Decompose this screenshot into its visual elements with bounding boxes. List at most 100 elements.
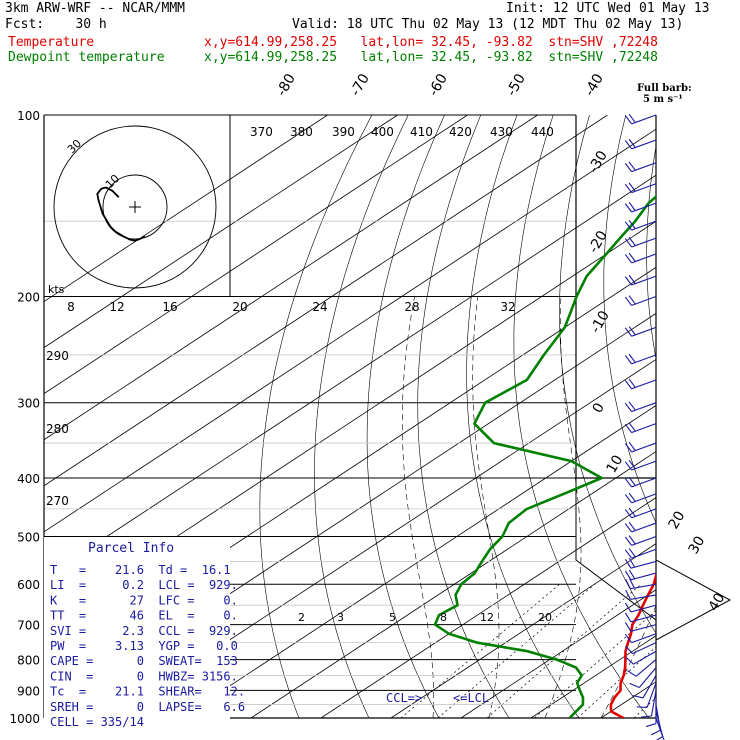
barb-flag — [628, 113, 636, 123]
wind-barb — [625, 578, 657, 590]
theta-left-label: 280 — [46, 422, 69, 436]
dry-adiabat — [688, 115, 740, 718]
barb-flag — [624, 380, 633, 390]
barb-flag — [628, 295, 636, 305]
barb-staff — [631, 253, 657, 264]
wind-barb — [624, 602, 657, 613]
mixing-ratio-label: 20 — [538, 611, 552, 624]
isotherm-line — [44, 174, 656, 579]
isotherm-label: -60 — [426, 71, 451, 99]
mixing-ratio-label: 2 — [298, 611, 305, 624]
isotherm-line — [44, 115, 608, 487]
isotherm-line — [530, 635, 656, 718]
isotherm-label: -10 — [588, 308, 613, 336]
barb-flag — [625, 579, 631, 589]
isotherm-label: -70 — [348, 71, 373, 99]
isotherm-label: 10 — [604, 453, 627, 476]
barb-flag — [624, 203, 633, 213]
wind-barb — [624, 422, 657, 434]
barb-staff — [631, 522, 657, 533]
barb-flag — [628, 274, 636, 284]
valid-time: Valid: 18 UTC Thu 02 May 13 (12 MDT Thu … — [292, 17, 684, 32]
barb-staff — [642, 675, 657, 699]
barb-flag — [627, 670, 637, 677]
barb-flag — [624, 140, 633, 150]
barb-flag — [624, 461, 633, 471]
isotherm-line — [320, 497, 656, 718]
pressure-tick-label: 200 — [17, 291, 40, 305]
barb-flag — [628, 353, 636, 363]
barb-staff — [630, 583, 657, 590]
wind-barb — [624, 113, 657, 125]
barb-flag — [624, 523, 633, 533]
pressure-tick-label: 400 — [17, 472, 40, 486]
wind-barb — [625, 642, 657, 655]
isotherm-line — [600, 681, 656, 718]
barb-staff — [631, 460, 657, 471]
pressure-tick-label: 800 — [17, 654, 40, 668]
speed-tick-label: 12 — [109, 300, 124, 314]
isotherm-label: -80 — [274, 71, 299, 99]
lower-frame-inner — [575, 478, 657, 621]
theta-label: 370 — [250, 125, 273, 139]
wind-barb — [629, 667, 657, 689]
isotherm-label: 20 — [666, 509, 689, 532]
wind-barb — [624, 459, 657, 471]
barb-flag — [628, 507, 636, 517]
barb-flag — [624, 622, 632, 632]
moist-adiabat — [472, 296, 500, 718]
barb-staff — [631, 296, 657, 306]
dry-adiabat — [259, 115, 373, 718]
wind-barb — [624, 441, 657, 453]
isotherm-line — [390, 543, 656, 718]
barb-staff — [655, 704, 662, 731]
isotherm-line — [44, 115, 328, 303]
mixing-ratio-line — [633, 697, 656, 718]
barb-flag — [624, 402, 633, 412]
moist-adiabat — [713, 297, 740, 719]
theta-label: 440 — [531, 125, 554, 139]
theta-label: 390 — [332, 125, 355, 139]
moist-adiabat — [544, 296, 582, 718]
parcel-info-row: T = 21.6 Td = 16.1 — [50, 563, 231, 577]
barb-staff — [631, 202, 657, 213]
barb-flag — [624, 162, 633, 172]
theta-label: 400 — [371, 125, 394, 139]
barb-staff — [631, 477, 657, 488]
barb-flag — [624, 355, 633, 365]
barb-flag — [629, 682, 640, 689]
wind-barb — [624, 507, 657, 519]
wind-barb — [624, 612, 657, 623]
wind-barb — [624, 201, 657, 213]
wind-barb — [627, 659, 657, 677]
isotherm-line — [671, 115, 740, 718]
wind-barb — [624, 161, 657, 173]
barb-flag — [624, 238, 633, 248]
hodograph-ring-inner — [102, 174, 168, 240]
moist-adiabat — [600, 604, 656, 718]
barb-staff — [631, 114, 657, 125]
parcel-info-row: CAPE = 0 SWEAT= 153 — [50, 654, 238, 668]
theta-label: 430 — [490, 125, 513, 139]
barb-flag — [624, 276, 633, 286]
isotherm-line — [250, 451, 656, 718]
barb-flag — [628, 220, 636, 230]
dry-adiabat — [466, 115, 580, 718]
pressure-tick-label: 1000 — [9, 712, 40, 726]
barb-staff — [630, 614, 657, 623]
wind-barb — [632, 675, 657, 699]
wind-barb — [624, 521, 657, 533]
theta-left-label: 270 — [46, 494, 69, 508]
barb-staff — [630, 560, 657, 569]
barb-staff — [631, 162, 657, 173]
barb-flag — [655, 736, 664, 740]
wind-barb — [624, 295, 657, 306]
barb-flag — [624, 602, 632, 613]
barb-flag — [628, 401, 636, 411]
pressure-tick-label: 300 — [17, 397, 40, 411]
speed-tick-label: 28 — [404, 300, 419, 314]
parcel-info-row: LI = 0.2 LCL = 929. — [50, 578, 238, 592]
dry-adiabat — [603, 115, 656, 524]
barb-flag — [624, 327, 633, 337]
barb-staff — [630, 594, 657, 600]
